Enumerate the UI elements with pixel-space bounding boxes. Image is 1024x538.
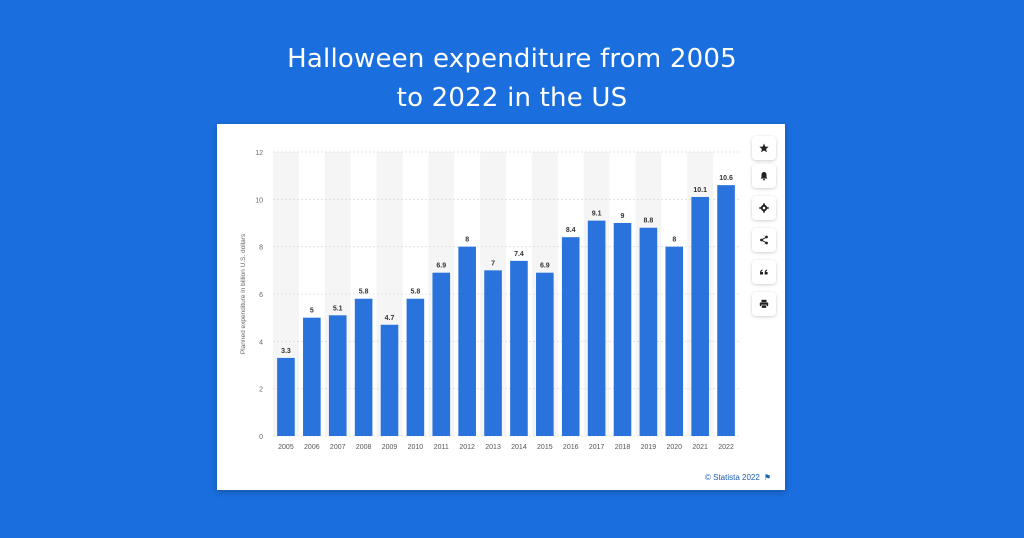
bar bbox=[691, 196, 709, 436]
bar bbox=[510, 260, 528, 436]
headline-line-1: Halloween expenditure from 2005 bbox=[287, 44, 737, 74]
notification-button[interactable] bbox=[752, 164, 776, 188]
share-button[interactable] bbox=[752, 228, 776, 252]
favorite-button[interactable] bbox=[752, 136, 776, 160]
x-tick-label: 2013 bbox=[485, 444, 501, 451]
data-label: 6.9 bbox=[540, 263, 550, 270]
data-label: 9.1 bbox=[592, 211, 602, 218]
x-tick-label: 2014 bbox=[511, 444, 527, 451]
data-label: 6.9 bbox=[436, 263, 446, 270]
data-label: 10.1 bbox=[693, 187, 707, 194]
star-icon bbox=[759, 143, 769, 153]
x-tick-label: 2019 bbox=[641, 444, 657, 451]
bar bbox=[380, 324, 399, 436]
data-label: 5 bbox=[310, 308, 314, 315]
x-tick-label: 2015 bbox=[537, 444, 553, 451]
x-tick-label: 2006 bbox=[304, 444, 320, 451]
x-tick-label: 2008 bbox=[356, 444, 372, 451]
bar bbox=[665, 246, 684, 436]
flag-icon: ⚑ bbox=[763, 473, 771, 482]
x-tick-label: 2017 bbox=[589, 444, 605, 451]
page-headline: Halloween expenditure from 2005 to 2022 … bbox=[0, 40, 1024, 118]
x-tick-label: 2005 bbox=[278, 444, 294, 451]
bar bbox=[432, 272, 451, 436]
y-tick-label: 6 bbox=[259, 292, 263, 299]
y-tick-label: 10 bbox=[255, 197, 263, 204]
x-tick-label: 2020 bbox=[666, 444, 682, 451]
bar bbox=[639, 227, 658, 436]
data-label: 5.1 bbox=[333, 305, 343, 312]
bar bbox=[406, 298, 425, 436]
x-tick-label: 2012 bbox=[459, 444, 475, 451]
data-label: 8.4 bbox=[566, 227, 576, 234]
bar bbox=[484, 270, 502, 436]
bar bbox=[277, 357, 295, 436]
y-tick-label: 12 bbox=[255, 150, 263, 157]
settings-button[interactable] bbox=[752, 196, 776, 220]
bar bbox=[587, 220, 606, 436]
data-label: 8 bbox=[465, 237, 469, 244]
gear-icon bbox=[759, 203, 769, 213]
bar bbox=[561, 237, 580, 436]
quote-icon bbox=[760, 269, 768, 275]
bar bbox=[536, 272, 554, 436]
data-label: 8.8 bbox=[644, 218, 654, 225]
bell-icon bbox=[760, 172, 768, 181]
x-tick-label: 2018 bbox=[615, 444, 631, 451]
y-axis-label: Planned expenditure in billion U.S. doll… bbox=[240, 233, 247, 354]
source-credit[interactable]: © Statista 2022 ⚑ bbox=[705, 473, 771, 482]
print-icon bbox=[759, 299, 769, 309]
chart-card: 0 2 4 6 8 10 12 Planned expenditure in billion … bbox=[217, 124, 785, 490]
x-tick-label: 2007 bbox=[330, 444, 346, 451]
y-tick-label: 8 bbox=[259, 245, 263, 252]
bar-chart: 0 2 4 6 8 10 12 Planned expenditure in billion … bbox=[240, 150, 739, 451]
data-label: 9 bbox=[621, 213, 625, 220]
x-tick-label: 2009 bbox=[382, 444, 398, 451]
bar bbox=[328, 315, 347, 436]
x-tick-label: 2011 bbox=[434, 444, 449, 451]
data-label: 4.7 bbox=[385, 315, 395, 322]
x-tick-label: 2010 bbox=[408, 444, 424, 451]
data-label: 3.3 bbox=[281, 348, 291, 355]
bar bbox=[303, 317, 321, 436]
bar bbox=[354, 298, 373, 436]
y-tick-label: 2 bbox=[259, 387, 263, 394]
bar bbox=[717, 185, 735, 436]
data-label: 5.8 bbox=[411, 289, 421, 296]
data-label: 8 bbox=[672, 237, 676, 244]
y-tick-label: 4 bbox=[259, 339, 263, 346]
data-label: 10.6 bbox=[719, 175, 733, 182]
data-label: 7.4 bbox=[514, 251, 524, 258]
bar bbox=[613, 223, 632, 436]
credit-text[interactable]: © Statista 2022 bbox=[705, 473, 760, 482]
bar bbox=[458, 246, 476, 436]
x-tick-label: 2021 bbox=[692, 444, 708, 451]
data-label: 7 bbox=[491, 260, 495, 267]
cite-button[interactable] bbox=[752, 260, 776, 284]
x-tick-label: 2016 bbox=[563, 444, 579, 451]
x-tick-label: 2022 bbox=[718, 444, 734, 451]
share-icon bbox=[760, 235, 768, 245]
print-button[interactable] bbox=[752, 292, 776, 316]
y-tick-label: 0 bbox=[259, 434, 263, 441]
data-label: 5.8 bbox=[359, 289, 369, 296]
headline-line-2: to 2022 in the US bbox=[396, 83, 628, 113]
